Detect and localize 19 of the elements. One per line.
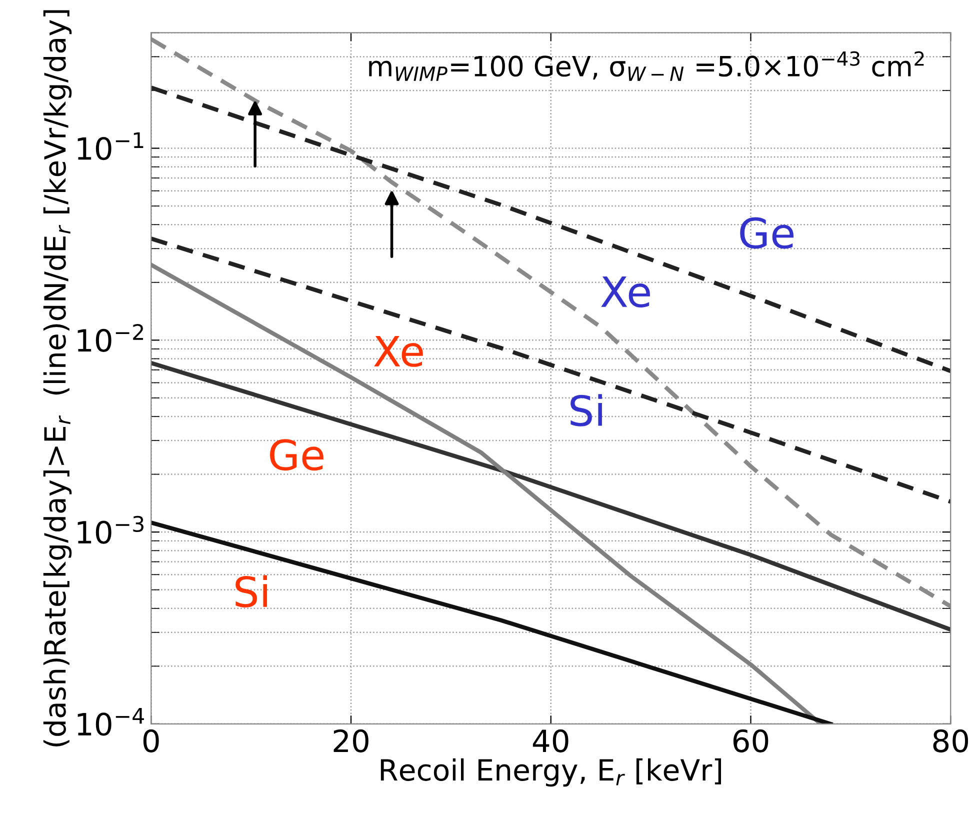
y-tick-label: 10$^{−3}$ xyxy=(78,516,144,544)
x-tick-label: 20 xyxy=(334,729,368,752)
line-series xyxy=(151,86,951,374)
series-label: Ge xyxy=(740,217,794,249)
x-tick-label: 0 xyxy=(143,729,159,752)
x-tick-label: 80 xyxy=(933,729,968,752)
y-tick-label: 10$^{−4}$ xyxy=(78,708,144,736)
series-label: Ge xyxy=(270,439,324,471)
x-tick-label: 40 xyxy=(532,729,568,752)
y-tick-label: 10$^{−2}$ xyxy=(78,324,144,352)
series-label: Si xyxy=(570,394,602,426)
series-label: Xe xyxy=(374,336,423,367)
x-axis-title: Recoil Energy, E$_{r}$ [keVr] xyxy=(380,758,721,787)
annotation: m$_{WIMP}$=100 GeV, σ$_{W−N}$ =5.0×10$^{−43}$ cm$^{2}$ xyxy=(369,51,924,81)
series-label: Si xyxy=(236,575,267,608)
y-axis-title: (dash)Rate[kg/day]>E$_{r}$ (line)dN/dE$_{r}$ [/keVr/kg/day] xyxy=(43,10,72,746)
series-label: Xe xyxy=(601,276,650,308)
y-tick-label: 10$^{−1}$ xyxy=(78,132,144,160)
x-tick-label: 60 xyxy=(733,729,768,752)
